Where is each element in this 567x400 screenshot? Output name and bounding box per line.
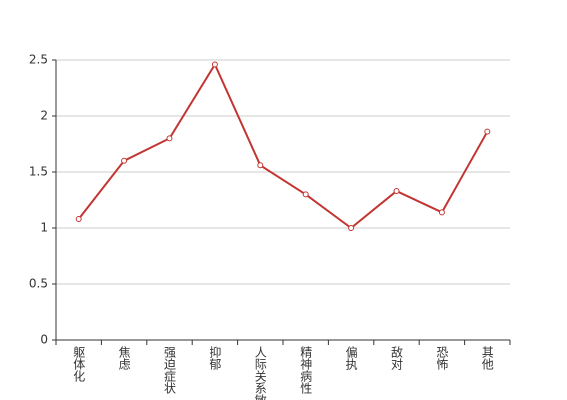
y-tick-label: 0: [40, 333, 48, 347]
point: [302, 191, 309, 198]
y-tick-label: 1.5: [29, 165, 48, 179]
line: [77, 62, 489, 230]
x-tick-label: 敌对: [390, 345, 404, 370]
x-tick-label: 躯体化: [72, 345, 86, 383]
point: [438, 209, 445, 216]
y-tick-label: 1: [40, 221, 48, 235]
x-tick-label: 强迫症状: [163, 346, 177, 394]
point: [211, 61, 218, 68]
y-tick-label: 0.5: [29, 277, 48, 291]
x-tick-label: 抑郁: [208, 345, 222, 371]
x-tick-label: 人际关系敏感: [253, 346, 267, 400]
x-tick-label: 恐怖: [435, 346, 449, 370]
y-tick-label: 2.5: [29, 53, 48, 67]
point: [393, 188, 400, 195]
point: [75, 216, 82, 223]
x-tick-label: 焦虑: [117, 346, 131, 370]
point: [348, 225, 355, 231]
point: [484, 128, 491, 135]
point: [121, 157, 128, 164]
x-tick-label: 偏执: [344, 345, 358, 371]
x-tick-label: 其他: [480, 346, 494, 370]
point: [166, 135, 173, 142]
y-tick-label: 2: [40, 109, 48, 123]
point: [257, 162, 264, 169]
x-tick-label: 精神病性: [299, 346, 313, 395]
